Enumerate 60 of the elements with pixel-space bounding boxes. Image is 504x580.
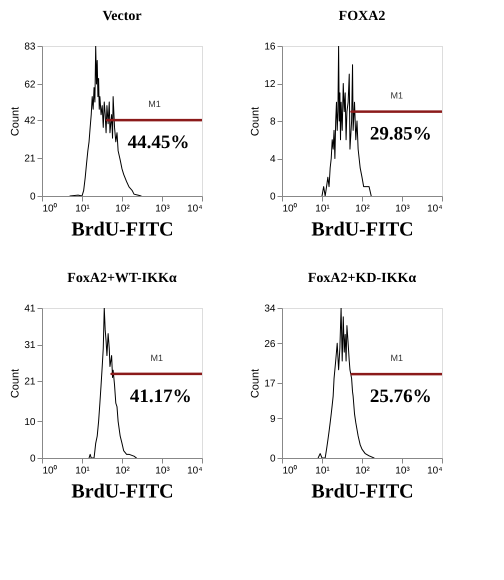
y-tick-label: 42 <box>24 116 36 127</box>
chart-title: FoxA2+KD-IKKα <box>308 271 416 286</box>
x-axis-title: BrdU-FITC <box>71 218 174 240</box>
x-tick-label: 10² <box>355 204 370 214</box>
y-tick-label: 12 <box>264 79 276 90</box>
x-tick-label: 10⁴ <box>427 204 442 214</box>
x-tick-label: 10⁴ <box>187 466 202 476</box>
x-tick-label: 10¹ <box>315 466 330 476</box>
y-tick-label: 62 <box>24 79 36 90</box>
annotation: 29.85% <box>370 124 432 145</box>
y-tick-label: 34 <box>264 304 276 314</box>
y-axis-title: Count <box>249 106 262 136</box>
chart-title: FoxA2+WT-IKKα <box>67 271 177 286</box>
y-tick-label: 0 <box>270 192 276 202</box>
x-tick-label: 10³ <box>155 466 170 476</box>
x-tick-label: 10⁰ <box>282 464 298 476</box>
annotation: M1 <box>390 90 404 101</box>
y-tick-label: 17 <box>264 378 276 390</box>
chart-title: FOXA2 <box>338 9 386 24</box>
x-tick-label: 10⁰ <box>42 202 58 214</box>
y-tick-label: 9 <box>270 414 276 425</box>
annotation: 25.76% <box>370 386 432 408</box>
x-tick-label: 10² <box>115 466 130 476</box>
x-tick-label: 10¹ <box>75 466 90 476</box>
y-tick-label: 16 <box>264 42 276 52</box>
y-axis-title: Count <box>249 368 262 398</box>
y-tick-label: 0 <box>270 454 276 464</box>
y-tick-label: 10 <box>24 416 36 428</box>
x-tick-label: 10² <box>115 204 130 214</box>
y-tick-label: 0 <box>30 192 36 202</box>
x-axis-title: BrdU-FITC <box>311 218 414 240</box>
x-tick-label: 10³ <box>395 204 410 214</box>
y-tick-label: 21 <box>24 154 36 165</box>
x-axis-title: BrdU-FITC <box>71 480 174 502</box>
y-tick-label: 83 <box>24 42 36 52</box>
y-tick-label: 21 <box>24 376 36 388</box>
x-tick-label: 10² <box>355 466 370 476</box>
chart-title: Vector <box>102 9 142 24</box>
x-tick-label: 10⁰ <box>282 202 298 214</box>
x-tick-label: 10¹ <box>75 204 90 214</box>
x-tick-label: 10³ <box>395 466 410 476</box>
y-tick-label: 0 <box>30 454 36 464</box>
y-axis-title: Count <box>9 106 22 136</box>
y-tick-label: 31 <box>24 340 36 352</box>
x-tick-label: 10⁰ <box>42 464 58 476</box>
y-tick-label: 26 <box>264 338 276 350</box>
x-tick-label: 10⁴ <box>427 466 442 476</box>
y-tick-label: 4 <box>270 154 276 165</box>
annotation: M1 <box>148 99 161 110</box>
x-tick-label: 10⁴ <box>187 204 202 214</box>
y-axis-title: Count <box>9 368 22 398</box>
annotation: 41.17% <box>130 386 192 407</box>
x-tick-label: 10¹ <box>315 204 330 214</box>
annotation: M1 <box>390 353 404 364</box>
y-tick-label: 41 <box>24 304 36 314</box>
x-tick-label: 10³ <box>155 204 170 214</box>
annotation: 44.45% <box>128 132 190 154</box>
x-axis-title: BrdU-FITC <box>311 480 414 502</box>
y-tick-label: 8 <box>270 116 276 128</box>
annotation: M1 <box>150 352 164 363</box>
